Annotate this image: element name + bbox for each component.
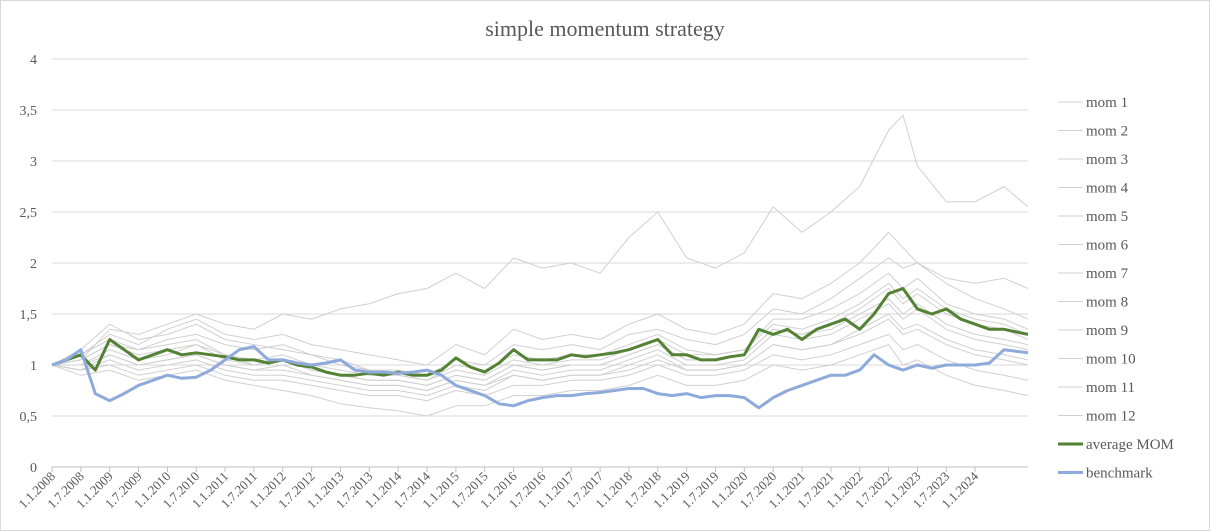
series-line-mom-9 <box>51 313 1029 397</box>
legend-label: benchmark <box>1086 466 1153 482</box>
legend-label: mom 5 <box>1086 209 1128 225</box>
legend-label: mom 1 <box>1086 95 1128 111</box>
series-line-mom-8 <box>51 298 1029 386</box>
series-line-mom-10 <box>52 318 1029 391</box>
y-tick-label: 1,5 <box>20 308 38 323</box>
y-tick-label: 2,5 <box>20 206 38 221</box>
legend-label: mom 10 <box>1086 352 1136 368</box>
gridlines <box>52 58 1028 417</box>
y-tick-label: 3,5 <box>20 104 38 119</box>
legend-label: mom 2 <box>1086 124 1128 140</box>
y-tick-label: 2 <box>30 257 37 272</box>
legend-label: mom 7 <box>1086 266 1129 282</box>
series-line-mom-11 <box>51 333 1029 402</box>
legend-label: mom 6 <box>1086 238 1129 254</box>
y-tick-label: 3 <box>30 155 37 170</box>
legend-label: mom 9 <box>1086 323 1128 339</box>
legend-label: mom 4 <box>1086 181 1129 197</box>
series-line-mom-6 <box>51 282 1029 381</box>
series-line-benchmark <box>51 345 1029 410</box>
legend-label: mom 3 <box>1086 152 1128 168</box>
series-line-mom-2 <box>51 231 1029 366</box>
legend-label: mom 12 <box>1086 409 1136 425</box>
y-tick-label: 1 <box>30 359 37 374</box>
y-tick-label: 0 <box>30 461 37 476</box>
series-lines <box>51 114 1029 417</box>
series-line-mom-1 <box>51 114 1029 366</box>
series-line-mom-3 <box>51 257 1029 376</box>
y-tick-label: 4 <box>30 53 37 68</box>
legend: mom 1 mom 2 mom 3 mom 4 mom 5 mom 6 mom 7 mom 8… <box>1058 95 1174 482</box>
series-line-mom-4 <box>51 272 1029 381</box>
chart-title: simple momentum strategy <box>485 16 725 41</box>
y-tick-label: 0,5 <box>20 410 38 425</box>
legend-label: mom 8 <box>1086 295 1128 311</box>
series-line-average-mom <box>51 287 1029 377</box>
series-line-mom-12 <box>51 344 1029 417</box>
legend-label: mom 11 <box>1086 380 1135 396</box>
legend-label: average MOM <box>1086 437 1174 453</box>
